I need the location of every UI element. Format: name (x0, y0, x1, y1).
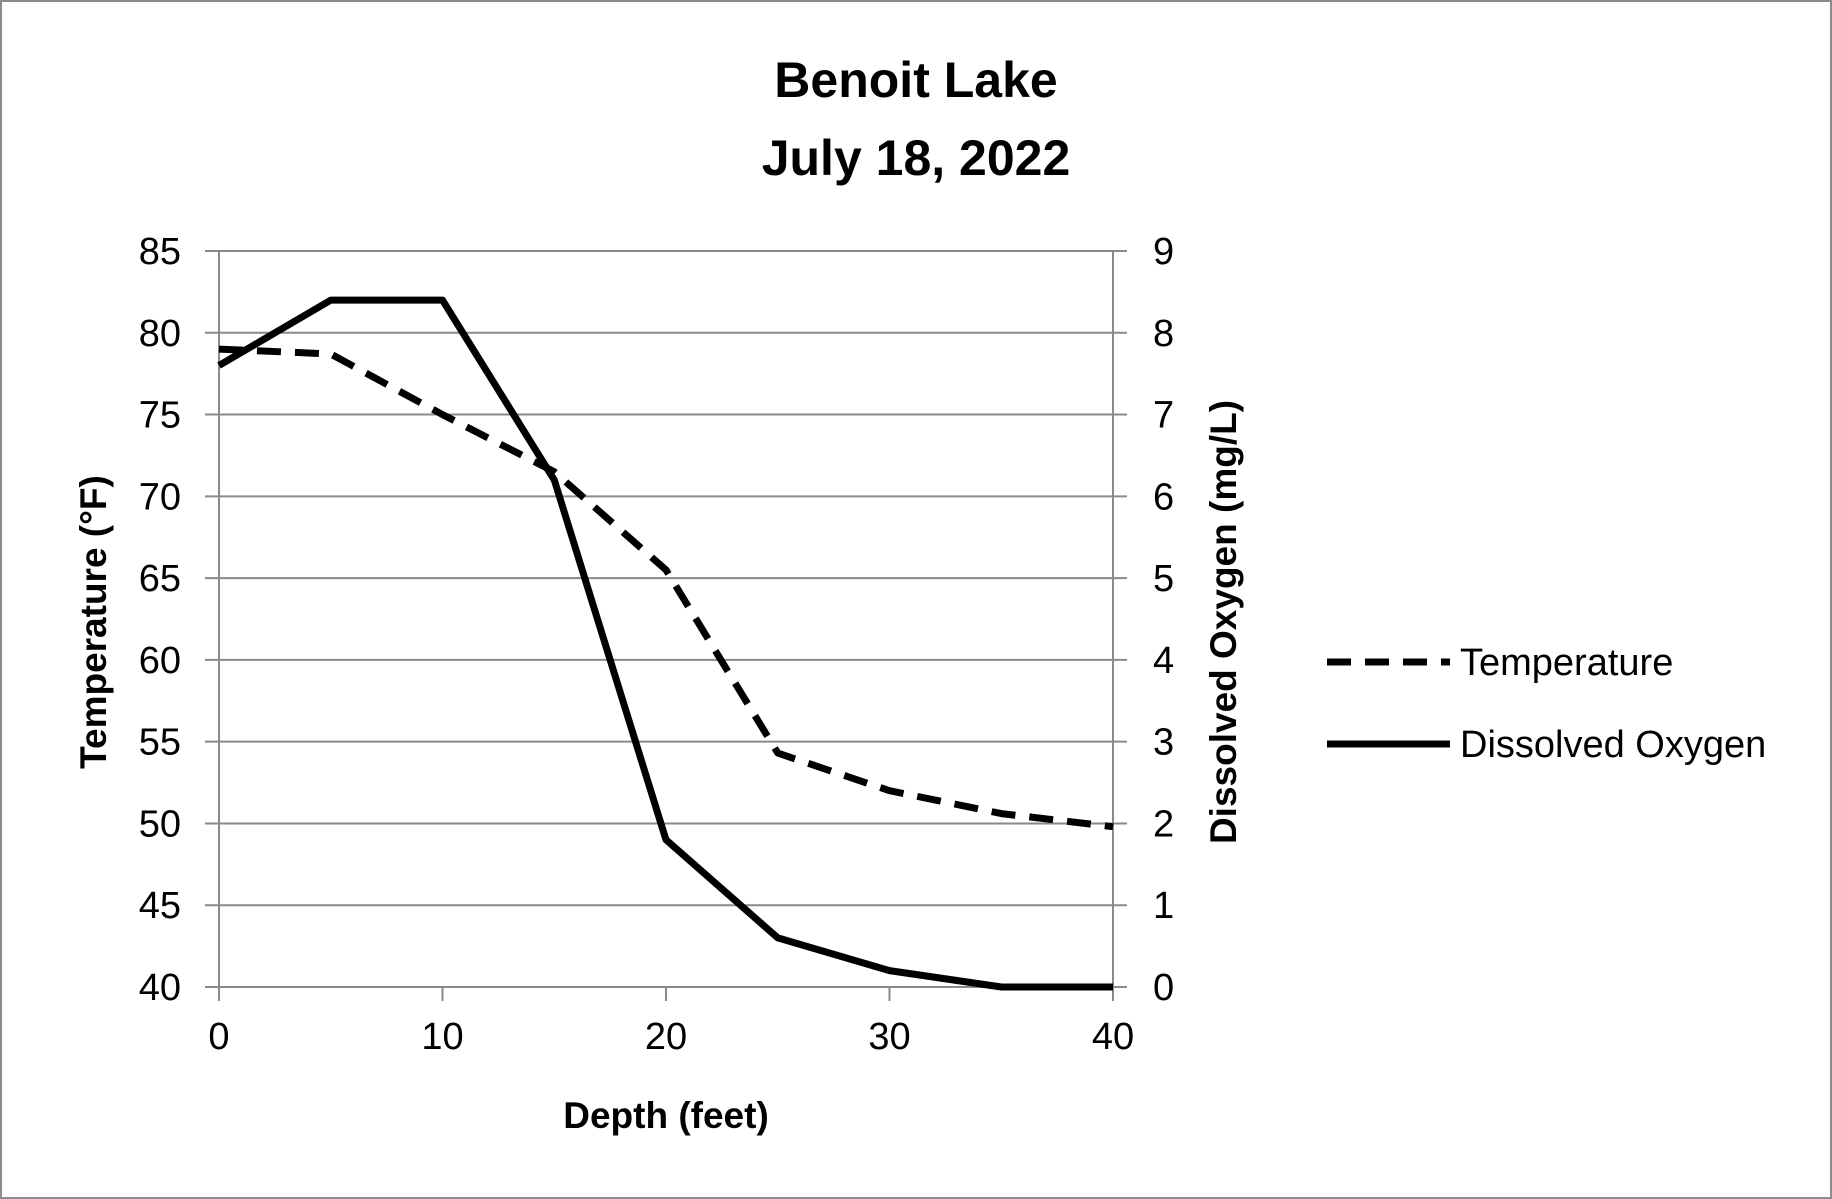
gridlines (205, 250, 1127, 988)
x-tick-label-0: 0 (208, 1016, 229, 1058)
y-axis-right-title: Dissolved Oxygen (mg/L) (1203, 400, 1244, 844)
y-axis-left-title: Temperature (°F) (73, 475, 114, 769)
chart-title-line-2: July 18, 2022 (762, 130, 1071, 186)
y-right-tick-label-9: 9 (1153, 231, 1174, 273)
y-right-tick-label-5: 5 (1153, 558, 1174, 600)
y-right-tick-label-7: 7 (1153, 395, 1174, 437)
y-left-tick-label-8: 80 (139, 313, 181, 355)
y-right-tick-label-2: 2 (1153, 803, 1174, 845)
chart-title-line-1: Benoit Lake (774, 52, 1057, 108)
y-left-tick-label-0: 40 (139, 967, 181, 1009)
y-left-tick-label-6: 70 (139, 476, 181, 518)
legend: Temperature Dissolved Oxygen (1327, 642, 1766, 766)
y-left-tick-label-1: 45 (139, 885, 181, 927)
series-lines (217, 296, 1114, 991)
y-left-tick-label-7: 75 (139, 395, 181, 437)
axes (218, 251, 1114, 1001)
y-right-tick-label-1: 1 (1153, 885, 1174, 927)
series-line-dissolved-oxygen (217, 296, 1113, 991)
y-right-tick-label-3: 3 (1153, 722, 1174, 764)
x-tick-label-2: 20 (645, 1016, 687, 1058)
legend-label-dissolved-oxygen: Dissolved Oxygen (1460, 724, 1766, 766)
y-left-tick-label-2: 50 (139, 803, 181, 845)
series-line-temperature (218, 345, 1114, 831)
y-right-tick-label-0: 0 (1153, 967, 1174, 1009)
legend-label-temperature: Temperature (1460, 642, 1673, 684)
y-right-tick-label-6: 6 (1153, 476, 1174, 518)
y-left-tick-label-5: 65 (139, 558, 181, 600)
x-axis-title: Depth (feet) (563, 1095, 769, 1136)
y-left-tick-label-3: 55 (139, 722, 181, 764)
x-tick-label-3: 30 (868, 1016, 910, 1058)
x-tick-label-4: 40 (1092, 1016, 1134, 1058)
chart-title: Benoit Lake July 18, 2022 (762, 52, 1071, 186)
x-tick-label-1: 10 (421, 1016, 463, 1058)
y-left-tick-label-4: 60 (139, 640, 181, 682)
y-right-tick-label-4: 4 (1153, 640, 1174, 682)
y-left-tick-label-9: 85 (139, 231, 181, 273)
y-right-tick-label-8: 8 (1153, 313, 1174, 355)
